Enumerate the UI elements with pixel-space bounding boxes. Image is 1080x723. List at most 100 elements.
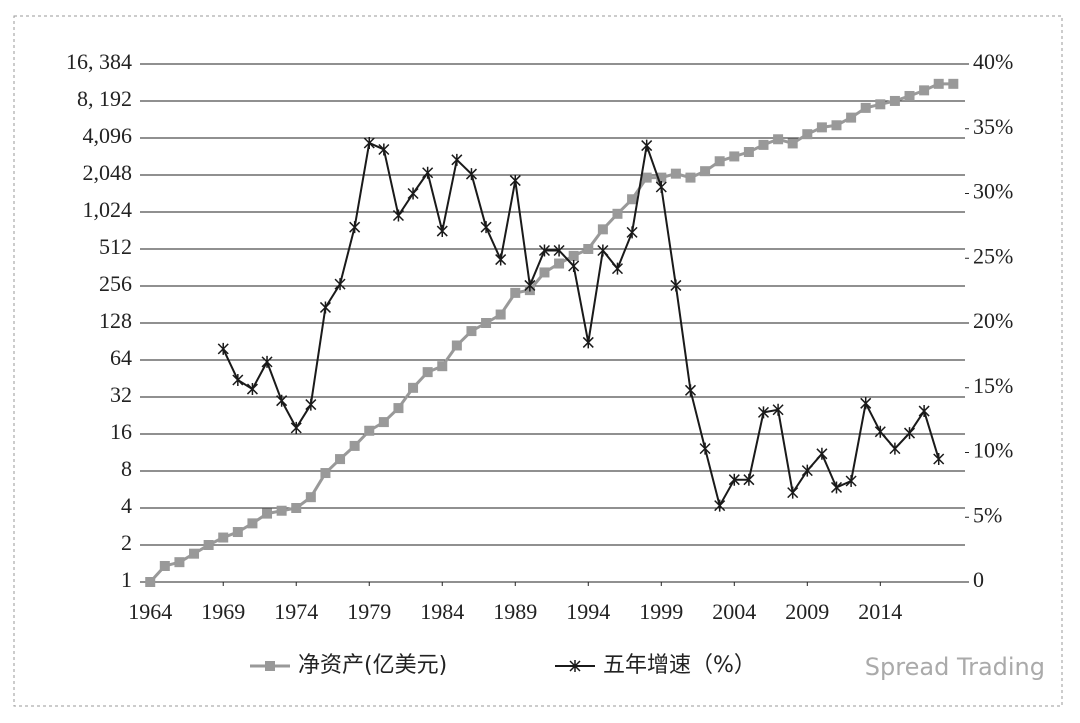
series-line [149, 82, 954, 584]
data-point [875, 99, 886, 110]
data-point [685, 172, 696, 183]
data-point [919, 85, 930, 96]
y2-tick-label: 25% [973, 243, 1013, 268]
data-point [699, 442, 711, 455]
data-point [378, 417, 389, 428]
data-point [509, 174, 521, 187]
x-tick-label: 1969 [201, 599, 245, 624]
y-tick-label: 1 [121, 567, 132, 592]
data-point [290, 421, 302, 434]
data-point [846, 112, 857, 123]
data-point [874, 425, 886, 438]
data-point [729, 151, 740, 162]
x-tick-label: 1974 [274, 599, 318, 624]
data-point [597, 224, 608, 235]
data-point [539, 267, 550, 278]
data-point [174, 557, 185, 568]
data-point [787, 138, 798, 149]
data-point [349, 440, 360, 451]
legend-label: 净资产(亿美元) [298, 653, 447, 678]
data-point [363, 136, 375, 149]
data-point [437, 361, 448, 372]
y-tick-label: 16 [110, 419, 132, 444]
data-point [189, 548, 200, 559]
legend-marker [569, 660, 581, 672]
x-tick-label: 1994 [566, 599, 610, 624]
y-tick-label: 256 [99, 271, 132, 296]
data-point [422, 166, 434, 179]
data-point [510, 287, 521, 298]
data-point [451, 340, 462, 351]
data-point [480, 221, 492, 234]
data-point [860, 397, 872, 410]
data-point [903, 427, 916, 440]
legend: 净资产(亿美元) 五年增速（%） [250, 653, 756, 678]
data-point [728, 473, 740, 486]
data-point [583, 244, 594, 254]
data-point [582, 336, 594, 349]
data-point [714, 499, 726, 512]
data-point [757, 406, 770, 419]
y-tick-label: 2,048 [83, 160, 133, 185]
legend-label: 五年增速（%） [603, 653, 756, 678]
data-point [392, 209, 404, 222]
y2-tick-label: 5% [973, 502, 1002, 527]
y2-tick-label: 0 [973, 567, 984, 592]
data-point [465, 168, 477, 181]
data-point [276, 505, 287, 516]
data-point [933, 78, 944, 89]
data-point [408, 382, 419, 393]
y-tick-label: 4 [121, 493, 132, 518]
data-point [641, 172, 652, 183]
data-point [334, 278, 346, 291]
data-point [845, 474, 857, 487]
data-point [495, 309, 506, 320]
data-point [684, 384, 697, 397]
data-point [262, 508, 273, 519]
data-point [451, 153, 463, 166]
data-point [612, 208, 623, 219]
x-tick-label: 1979 [347, 599, 391, 624]
data-point [611, 262, 624, 275]
y-tick-label: 2 [121, 530, 132, 555]
data-point [553, 244, 565, 257]
data-point [481, 318, 492, 328]
data-point [276, 394, 288, 407]
data-point [816, 447, 828, 460]
x-tick-label: 2004 [712, 599, 756, 624]
data-point [933, 452, 945, 465]
x-tick-label: 2014 [858, 599, 902, 624]
y-tick-label: 64 [110, 345, 132, 370]
data-point [364, 425, 375, 436]
data-point [320, 468, 331, 479]
watermark: Spread Trading [865, 653, 1045, 681]
x-tick-label: 2009 [785, 599, 829, 624]
x-tick-label: 1964 [128, 599, 172, 624]
data-point [145, 577, 156, 587]
data-point [232, 373, 244, 386]
x-tick-label: 1999 [639, 599, 683, 624]
data-point [568, 260, 580, 273]
data-point [714, 156, 725, 167]
y-tick-label: 8 [121, 456, 132, 481]
data-point [626, 226, 638, 239]
y-tick-label: 128 [99, 308, 132, 333]
data-point [889, 95, 900, 106]
data-point [772, 403, 784, 416]
legend-marker [265, 661, 275, 671]
data-point [743, 147, 754, 158]
data-point [918, 405, 930, 418]
data-point [218, 532, 229, 543]
data-point [816, 122, 827, 133]
data-point [261, 355, 273, 368]
data-point [407, 187, 419, 200]
y-tick-label: 1,024 [83, 197, 133, 222]
data-point [568, 250, 579, 261]
data-point [378, 143, 390, 156]
y-tick-label: 4,096 [83, 123, 133, 148]
data-point [597, 244, 609, 257]
data-point [203, 540, 214, 550]
data-point [831, 120, 842, 131]
y-tick-label: 32 [110, 382, 132, 407]
x-tick-label: 1984 [420, 599, 464, 624]
